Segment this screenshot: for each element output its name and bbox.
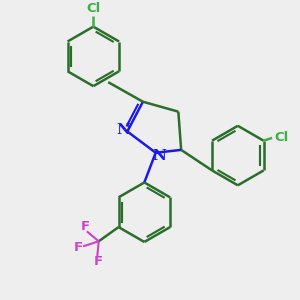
Text: N: N xyxy=(116,123,130,137)
Text: Cl: Cl xyxy=(86,2,100,15)
Text: F: F xyxy=(74,241,82,254)
Text: Cl: Cl xyxy=(274,131,288,144)
Text: F: F xyxy=(94,255,103,268)
Text: N: N xyxy=(152,149,166,163)
Text: F: F xyxy=(81,220,90,233)
